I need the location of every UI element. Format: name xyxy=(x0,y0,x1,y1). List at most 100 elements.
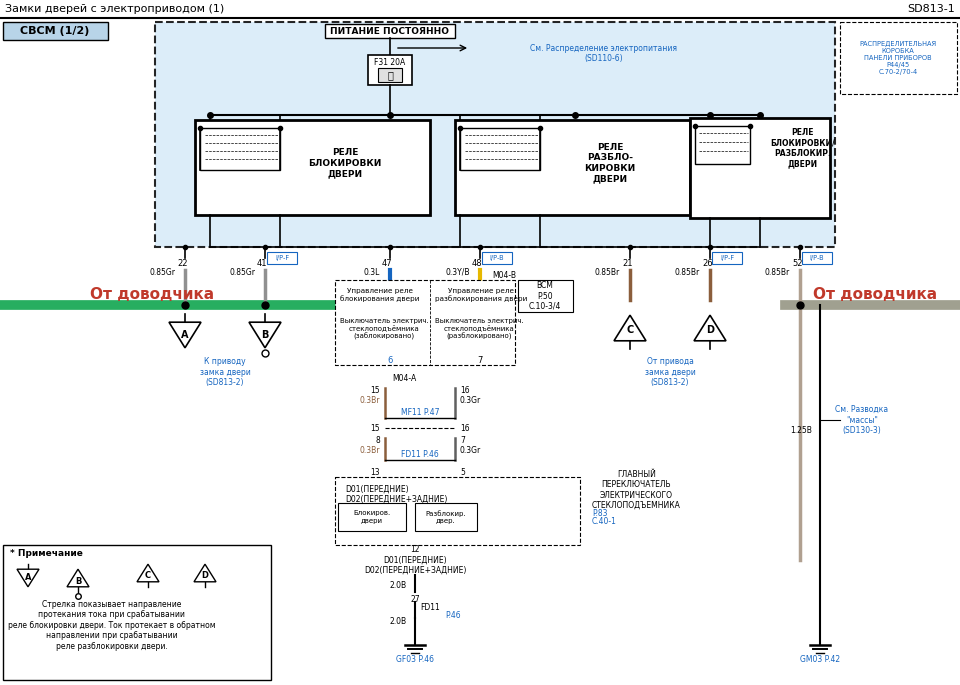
Text: 12: 12 xyxy=(410,545,420,554)
Text: SD813-1: SD813-1 xyxy=(907,4,955,14)
Text: P.83: P.83 xyxy=(592,508,608,517)
Text: 41: 41 xyxy=(257,258,268,268)
Bar xyxy=(455,120,690,215)
Text: D: D xyxy=(202,571,208,580)
Text: От привода
замка двери
(SD813-2): От привода замка двери (SD813-2) xyxy=(644,357,695,387)
Text: 🔑: 🔑 xyxy=(387,70,393,80)
Text: 0.85Br: 0.85Br xyxy=(595,268,620,277)
Bar xyxy=(3,22,108,40)
Bar xyxy=(840,22,957,94)
Bar xyxy=(482,252,512,264)
Bar xyxy=(378,68,402,82)
Text: 27: 27 xyxy=(410,595,420,604)
Bar xyxy=(460,128,540,170)
Text: РЕЛЕ
РАЗБЛО-
КИРОВКИ
ДВЕРИ: РЕЛЕ РАЗБЛО- КИРОВКИ ДВЕРИ xyxy=(585,143,636,183)
Text: См. Разводка
"массы"
(SD130-3): См. Разводка "массы" (SD130-3) xyxy=(835,405,889,435)
Text: 47: 47 xyxy=(382,258,393,268)
Text: B: B xyxy=(75,577,82,586)
Text: 2.0B: 2.0B xyxy=(390,617,407,627)
Text: От доводчика: От доводчика xyxy=(90,286,214,301)
Bar xyxy=(802,252,832,264)
Text: 13: 13 xyxy=(371,467,380,477)
Polygon shape xyxy=(169,322,201,348)
Bar xyxy=(338,503,406,531)
Text: 0.85Br: 0.85Br xyxy=(765,268,790,277)
Text: 6: 6 xyxy=(387,356,393,364)
Text: I/P-B: I/P-B xyxy=(490,255,504,261)
Bar xyxy=(368,55,412,85)
Text: 15: 15 xyxy=(371,423,380,432)
Text: 5: 5 xyxy=(460,467,465,477)
Polygon shape xyxy=(249,322,281,348)
Text: B: B xyxy=(261,330,269,340)
Text: 0.3Br: 0.3Br xyxy=(359,395,380,405)
Text: Стрелка показывает направление
протекания тока при срабатывании
реле блокировки : Стрелка показывает направление протекани… xyxy=(8,600,216,651)
Bar xyxy=(155,22,835,247)
Text: M04-A: M04-A xyxy=(392,373,417,382)
Bar xyxy=(195,120,430,215)
Text: 0.3Br: 0.3Br xyxy=(359,445,380,455)
Polygon shape xyxy=(614,315,646,341)
Polygon shape xyxy=(137,564,159,582)
Text: 0.3Gr: 0.3Gr xyxy=(460,445,481,455)
Text: 0.85Br: 0.85Br xyxy=(675,268,700,277)
Text: MF11 P.47: MF11 P.47 xyxy=(400,408,440,416)
Bar xyxy=(267,252,297,264)
Text: 7: 7 xyxy=(477,356,483,364)
Polygon shape xyxy=(67,569,89,587)
Bar xyxy=(335,280,515,365)
Text: 16: 16 xyxy=(460,386,469,395)
Text: 1.25B: 1.25B xyxy=(790,425,812,434)
Bar xyxy=(200,128,280,170)
Text: A: A xyxy=(181,330,189,340)
Text: 21: 21 xyxy=(622,258,633,268)
Text: D: D xyxy=(706,325,714,335)
Text: Блокиров.
двери: Блокиров. двери xyxy=(353,510,391,523)
Text: P.46: P.46 xyxy=(445,612,461,621)
Text: I/P-F: I/P-F xyxy=(720,255,734,261)
Text: D02(ПЕРЕДНИЕ+ЗАДНИЕ): D02(ПЕРЕДНИЕ+ЗАДНИЕ) xyxy=(345,495,447,504)
Text: Управление реле
блокирования двери: Управление реле блокирования двери xyxy=(340,288,420,302)
Text: 2.0B: 2.0B xyxy=(390,580,407,590)
Polygon shape xyxy=(694,315,726,341)
Text: ПИТАНИЕ ПОСТОЯННО: ПИТАНИЕ ПОСТОЯННО xyxy=(330,27,449,36)
Text: ГЛАВНЫЙ
ПЕРЕКЛЮЧАТЕЛЬ
ЭЛЕКТРИЧЕСКОГО
СТЕКЛОПОДЪЕМНИКА: ГЛАВНЫЙ ПЕРЕКЛЮЧАТЕЛЬ ЭЛЕКТРИЧЕСКОГО СТЕ… xyxy=(592,470,681,510)
Bar xyxy=(335,477,580,545)
Polygon shape xyxy=(194,564,216,582)
Text: FD11: FD11 xyxy=(420,603,440,612)
Text: FD11 P.46: FD11 P.46 xyxy=(401,449,439,458)
Text: К приводу
замка двери
(SD813-2): К приводу замка двери (SD813-2) xyxy=(200,357,251,387)
Polygon shape xyxy=(17,569,39,587)
Bar xyxy=(325,24,455,38)
Text: D02(ПЕРЕДНИЕ+ЗАДНИЕ): D02(ПЕРЕДНИЕ+ЗАДНИЕ) xyxy=(364,566,467,575)
Text: I/P-F: I/P-F xyxy=(275,255,289,261)
Text: 0.85Gr: 0.85Gr xyxy=(229,268,255,277)
Text: 52: 52 xyxy=(792,258,803,268)
Text: 7: 7 xyxy=(460,436,465,445)
Bar xyxy=(3,545,271,680)
Text: См. Распределение электропитания
(SD110-6): См. Распределение электропитания (SD110-… xyxy=(530,44,677,64)
Text: GF03 P.46: GF03 P.46 xyxy=(396,656,434,664)
Text: 48: 48 xyxy=(472,258,483,268)
Text: СВСМ (1/2): СВСМ (1/2) xyxy=(20,26,89,36)
Text: 0.3Gr: 0.3Gr xyxy=(460,395,481,405)
Text: Разблокир.
двер.: Разблокир. двер. xyxy=(425,510,467,524)
Text: РЕЛЕ
БЛОКИРОВКИ/
РАЗБЛОКИР.
ДВЕРИ: РЕЛЕ БЛОКИРОВКИ/ РАЗБЛОКИР. ДВЕРИ xyxy=(770,128,835,168)
Text: I/P-B: I/P-B xyxy=(809,255,825,261)
Text: РЕЛЕ
БЛОКИРОВКИ
ДВЕРИ: РЕЛЕ БЛОКИРОВКИ ДВЕРИ xyxy=(308,148,382,178)
Bar xyxy=(518,280,573,312)
Text: D01(ПЕРЕДНИЕ): D01(ПЕРЕДНИЕ) xyxy=(383,556,446,564)
Text: Выключатель электрич.
стеклоподъёмника
(заблокировано): Выключатель электрич. стеклоподъёмника (… xyxy=(340,318,429,340)
Text: Замки дверей с электроприводом (1): Замки дверей с электроприводом (1) xyxy=(5,4,225,14)
Text: 0.3L: 0.3L xyxy=(364,268,380,277)
Text: C: C xyxy=(145,571,151,580)
Text: 8: 8 xyxy=(375,436,380,445)
Bar xyxy=(690,118,830,218)
Text: C.40-1: C.40-1 xyxy=(592,516,617,525)
Bar xyxy=(712,252,742,264)
Text: Управление реле
разблокирования двери: Управление реле разблокирования двери xyxy=(435,288,527,302)
Text: 16: 16 xyxy=(460,423,469,432)
Text: M04-B: M04-B xyxy=(492,271,516,279)
Text: 0.3Y/B: 0.3Y/B xyxy=(445,268,470,277)
Text: 22: 22 xyxy=(177,258,187,268)
